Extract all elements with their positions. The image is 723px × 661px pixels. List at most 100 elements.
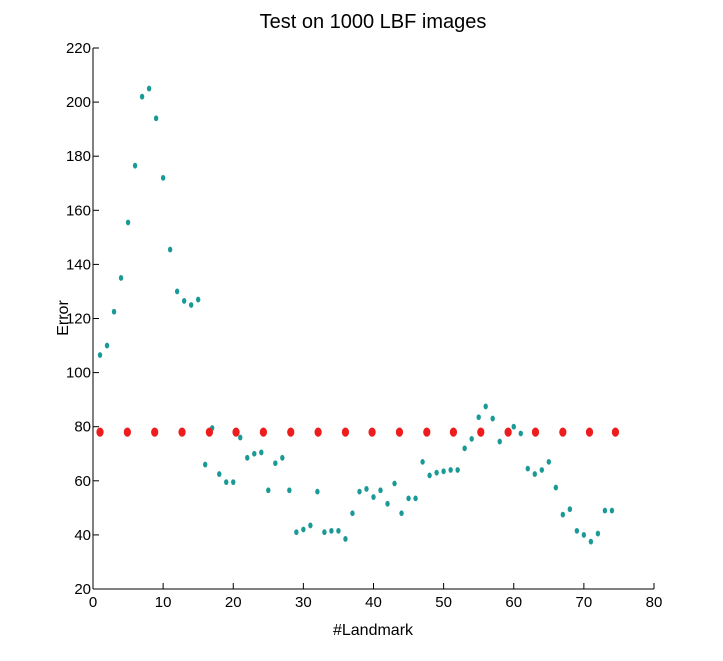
teal-data-point bbox=[308, 522, 313, 529]
red-data-point bbox=[314, 427, 322, 437]
y-tick-label: 120 bbox=[66, 311, 91, 328]
teal-data-point bbox=[476, 414, 481, 421]
teal-data-point bbox=[315, 488, 320, 495]
y-tick-label: 20 bbox=[74, 581, 91, 598]
x-tick-label: 70 bbox=[576, 594, 593, 611]
teal-data-point bbox=[273, 460, 278, 467]
x-tick-label: 60 bbox=[505, 594, 522, 611]
teal-data-point bbox=[132, 162, 138, 169]
teal-data-point bbox=[153, 115, 159, 122]
teal-data-point bbox=[139, 93, 145, 100]
red-data-point bbox=[205, 427, 214, 437]
teal-data-point bbox=[364, 486, 369, 492]
chart-title: Test on 1000 LBF images bbox=[260, 11, 487, 33]
y-tick-label: 40 bbox=[74, 527, 91, 544]
teal-data-point bbox=[217, 471, 222, 477]
teal-data-point bbox=[602, 507, 608, 514]
teal-data-point bbox=[525, 465, 530, 472]
y-tick-label: 200 bbox=[66, 94, 91, 111]
teal-data-point bbox=[343, 536, 348, 542]
teal-data-point bbox=[427, 472, 432, 479]
teal-data-point bbox=[574, 527, 580, 534]
y-tick-label: 60 bbox=[74, 473, 91, 490]
teal-data-point bbox=[238, 434, 243, 441]
teal-data-point bbox=[203, 461, 208, 468]
y-axis-label: Error bbox=[55, 300, 72, 336]
teal-data-point bbox=[469, 435, 474, 442]
teal-data-point bbox=[581, 532, 587, 538]
teal-data-point bbox=[301, 526, 306, 533]
x-axis-label: #Landmark bbox=[333, 622, 414, 639]
red-data-point bbox=[368, 427, 376, 437]
x-tick-label: 50 bbox=[435, 594, 452, 611]
x-tick-label: 80 bbox=[646, 594, 663, 611]
teal-data-point bbox=[441, 468, 446, 475]
teal-data-point bbox=[490, 415, 495, 422]
plot-area: 0 10 20 30 40 50 60 70 80 20 40 60 80 100 120 140 160 180… bbox=[66, 40, 662, 611]
y-tick-label: 100 bbox=[66, 365, 91, 382]
x-tick-label: 30 bbox=[295, 594, 312, 611]
teal-data-point bbox=[188, 302, 194, 308]
teal-data-point bbox=[287, 487, 292, 494]
teal-data-point bbox=[252, 450, 257, 457]
teal-data-point bbox=[483, 403, 488, 410]
teal-data-point bbox=[567, 506, 573, 513]
teal-data-point bbox=[588, 538, 594, 545]
teal-data-point bbox=[378, 487, 383, 494]
teal-data-point bbox=[245, 454, 250, 461]
red-data-point bbox=[504, 427, 512, 437]
teal-data-point bbox=[167, 246, 173, 253]
y-tick-label: 140 bbox=[66, 256, 91, 273]
y-tick-label: 160 bbox=[66, 202, 91, 219]
teal-data-point bbox=[609, 507, 615, 514]
teal-data-point bbox=[385, 500, 390, 507]
teal-data-point bbox=[539, 467, 544, 473]
teal-data-point bbox=[174, 288, 180, 295]
teal-data-point bbox=[497, 438, 502, 445]
teal-data-point bbox=[420, 458, 425, 465]
teal-data-point bbox=[518, 430, 523, 437]
red-data-point bbox=[341, 427, 350, 437]
teal-data-point bbox=[259, 449, 264, 456]
teal-data-point bbox=[336, 527, 341, 534]
red-data-point bbox=[123, 427, 131, 437]
red-data-point bbox=[449, 427, 458, 437]
teal-data-point bbox=[392, 480, 397, 487]
teal-data-point bbox=[413, 495, 418, 502]
teal-data-point bbox=[532, 471, 537, 477]
teal-data-point bbox=[553, 484, 559, 491]
teal-data-point bbox=[462, 445, 467, 452]
teal-data-point bbox=[595, 530, 601, 537]
teal-data-point bbox=[181, 298, 187, 304]
teal-data-point bbox=[546, 458, 552, 465]
teal-data-point bbox=[111, 308, 117, 315]
red-data-point bbox=[611, 427, 620, 437]
teal-data-point bbox=[294, 529, 299, 536]
teal-data-point bbox=[322, 529, 327, 536]
red-data-point bbox=[559, 427, 567, 437]
teal-data-point bbox=[97, 352, 103, 358]
red-data-point bbox=[178, 427, 186, 437]
red-data-point bbox=[232, 427, 240, 437]
teal-data-point bbox=[434, 469, 439, 476]
y-tick-label: 80 bbox=[74, 419, 91, 436]
y-tick-label: 180 bbox=[66, 148, 91, 165]
teal-data-point bbox=[371, 494, 376, 500]
red-data-point bbox=[531, 427, 540, 437]
teal-data-point bbox=[195, 296, 201, 303]
red-data-point bbox=[395, 427, 404, 437]
teal-data-point bbox=[350, 510, 355, 517]
teal-data-point bbox=[266, 487, 271, 494]
teal-data-point bbox=[104, 342, 110, 349]
x-tick-label: 0 bbox=[89, 594, 97, 611]
teal-data-point bbox=[329, 527, 334, 534]
red-data-point bbox=[151, 427, 159, 437]
y-tick-label: 220 bbox=[66, 40, 91, 57]
teal-data-point bbox=[406, 495, 411, 502]
teal-data-point bbox=[399, 510, 404, 517]
teal-data-point bbox=[146, 85, 152, 92]
teal-data-point bbox=[231, 479, 236, 486]
x-tick-label: 20 bbox=[225, 594, 242, 611]
red-data-point bbox=[96, 427, 104, 437]
teal-data-point bbox=[511, 423, 516, 430]
